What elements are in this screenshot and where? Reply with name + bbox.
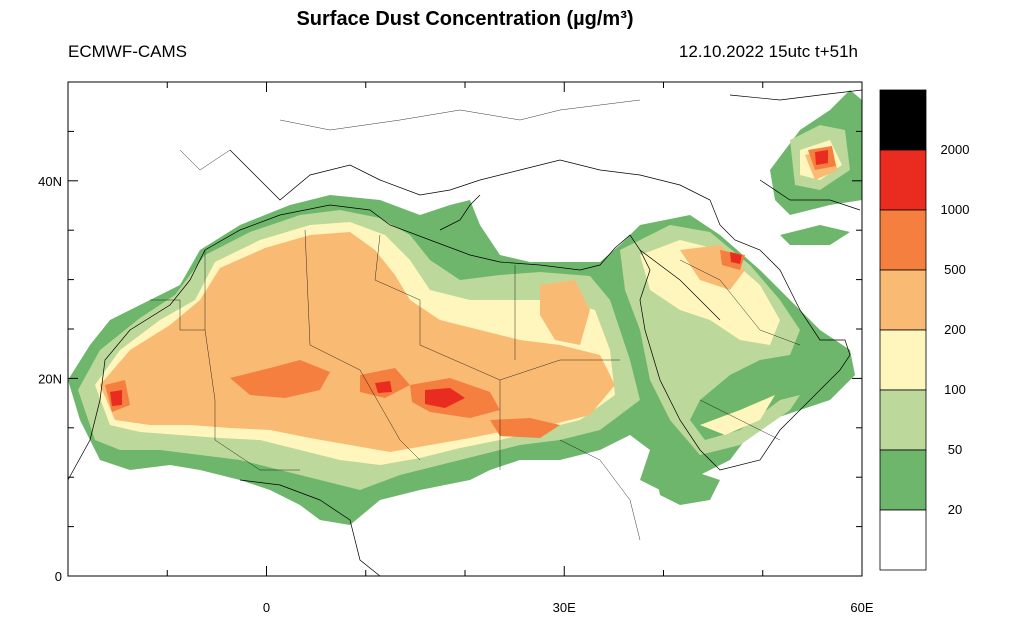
- x-tick-label: 60E: [850, 600, 873, 615]
- y-tick-label: 40N: [38, 174, 62, 189]
- colorbar-swatch: [879, 269, 927, 331]
- y-tick-label: 0: [55, 569, 62, 584]
- y-axis-labels: 40N 20N 0: [38, 174, 62, 584]
- y-tick-label: 20N: [38, 371, 62, 386]
- x-tick-label: 30E: [553, 600, 576, 615]
- source-label: ECMWF-CAMS: [68, 42, 187, 61]
- colorbar-level-label: 1000: [941, 202, 970, 217]
- country-borders: [150, 99, 801, 541]
- colorbar-level-label: 2000: [941, 142, 970, 157]
- colorbar-swatch: [879, 449, 927, 511]
- colorbar-level-label: 200: [944, 322, 966, 337]
- colorbar-swatch: [879, 209, 927, 271]
- map-title: Surface Dust Concentration (µg/m³): [296, 8, 634, 30]
- colorbar-level-label: 20: [948, 502, 962, 517]
- colorbar-swatch: [879, 509, 927, 571]
- dust-field: [68, 90, 862, 525]
- dust-level-1000: [110, 150, 828, 408]
- colorbar-level-label: 500: [944, 262, 966, 277]
- x-tick-label: 0: [263, 600, 270, 615]
- colorbar-swatch: [879, 389, 927, 451]
- axis-ticks: [67, 81, 863, 577]
- colorbar-swatch: [879, 149, 927, 211]
- colorbar-legend: 2000 1000 500 200 100 50 20: [879, 89, 970, 571]
- x-axis-labels: 0 30E 60E: [263, 600, 874, 615]
- colorbar-level-label: 50: [948, 442, 962, 457]
- dust-level-500: [105, 146, 836, 438]
- colorbar-swatch: [879, 329, 927, 391]
- colorbar-swatch: [879, 89, 927, 151]
- colorbar-level-label: 100: [944, 382, 966, 397]
- run-time-label: 12.10.2022 15utc t+51h: [678, 42, 858, 61]
